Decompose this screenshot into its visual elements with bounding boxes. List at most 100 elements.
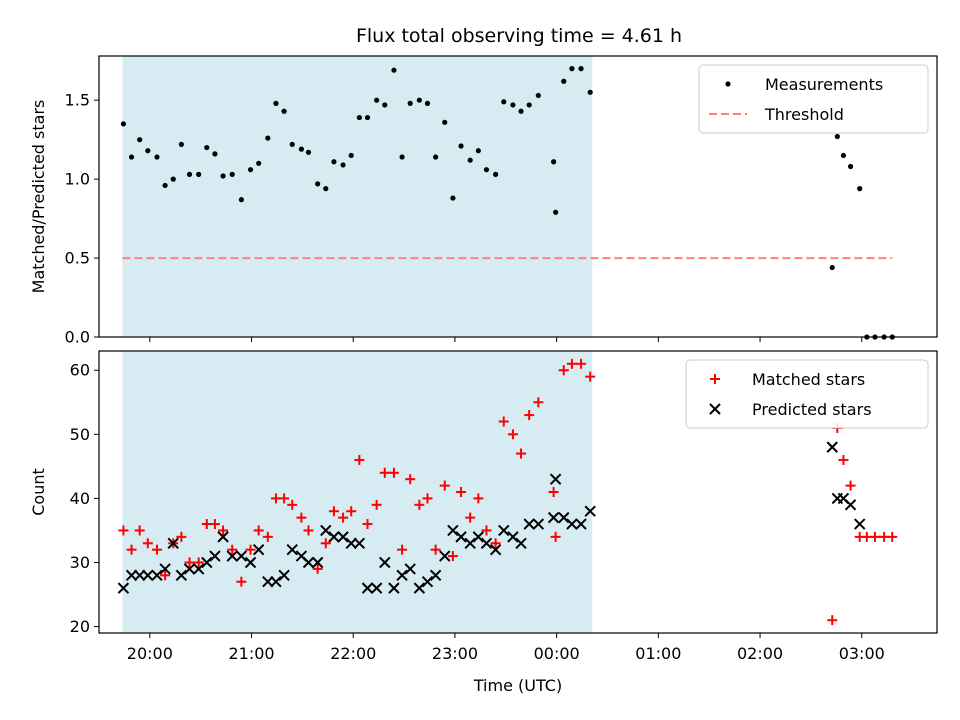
data-point: [356, 114, 362, 121]
data-point: [447, 551, 458, 562]
data-point: [253, 525, 264, 536]
data-point: [287, 499, 298, 510]
data-point: [498, 524, 510, 537]
data-point: [256, 160, 262, 166]
data-point: [238, 197, 244, 203]
data-point: [328, 506, 339, 517]
data-point: [281, 108, 287, 114]
data-point: [510, 102, 516, 108]
data-point: [501, 99, 507, 105]
data-point: [827, 615, 838, 626]
x-tick-label: 03:00: [839, 644, 885, 663]
data-point: [167, 537, 179, 549]
data-point: [118, 525, 129, 536]
axes-frame: [98, 55, 938, 338]
legend-marker: [710, 374, 720, 384]
data-point: [218, 525, 229, 536]
y-tick-label: 1.0: [65, 170, 90, 189]
data-point: [337, 531, 349, 543]
data-point: [433, 154, 439, 160]
data-point: [535, 92, 541, 99]
data-point: [348, 152, 354, 159]
data-point: [133, 569, 146, 582]
data-point: [507, 531, 519, 543]
y-tick-label: 40: [70, 489, 90, 508]
x-axis-label: Time (UTC): [473, 676, 562, 695]
data-point: [578, 66, 584, 72]
data-point: [346, 506, 357, 517]
data-point: [382, 102, 388, 108]
data-point: [547, 511, 560, 524]
data-point: [117, 582, 130, 594]
data-point: [278, 569, 290, 582]
data-point: [439, 480, 450, 491]
y-tick-label: 0.0: [65, 328, 90, 347]
data-point: [845, 480, 856, 491]
data-point: [151, 544, 162, 555]
data-point: [442, 119, 448, 125]
data-point: [353, 537, 366, 549]
data-point: [338, 512, 349, 523]
data-point: [456, 487, 467, 497]
data-point: [162, 182, 168, 189]
data-point: [422, 493, 433, 504]
y-tick-label: 20: [70, 617, 90, 636]
data-point: [312, 563, 323, 574]
observing-window-shade: [122, 351, 593, 633]
data-point: [361, 582, 374, 594]
data-point: [840, 152, 847, 159]
data-point: [869, 531, 880, 542]
data-point: [548, 487, 559, 497]
data-point: [183, 563, 196, 575]
data-point: [305, 149, 312, 155]
data-point: [160, 570, 171, 581]
data-point: [229, 171, 235, 177]
data-point: [235, 550, 248, 562]
legend-box: [685, 359, 929, 429]
ratio-panel: 0.0 0.5 1.0 1.5 Matched/Predicted stars Measu…: [29, 55, 938, 347]
data-point: [829, 264, 835, 271]
data-point: [561, 78, 567, 84]
data-point: [516, 448, 527, 459]
data-point: [252, 543, 265, 556]
data-point: [575, 518, 587, 530]
x-tick-label: 21:00: [228, 644, 274, 663]
data-point: [245, 544, 256, 555]
data-point: [364, 114, 371, 121]
data-point: [289, 141, 295, 148]
data-point: [220, 173, 226, 179]
data-point: [498, 416, 509, 427]
data-point: [566, 518, 578, 530]
data-point: [201, 556, 213, 569]
data-point: [507, 429, 518, 440]
data-point: [371, 499, 382, 510]
data-point: [142, 569, 154, 582]
data-point: [184, 557, 195, 568]
data-point: [331, 159, 337, 165]
legend-marker: [725, 81, 731, 87]
data-point: [413, 582, 426, 594]
data-point: [569, 66, 575, 72]
y-axis-label: Count: [29, 468, 48, 516]
data-point: [178, 141, 184, 148]
data-point: [391, 67, 397, 73]
data-point: [311, 556, 324, 569]
data-point: [430, 544, 441, 555]
count-panel: 20:00 21:00 22:00 23:00 00:00 01:00 02:00 03:00…: [29, 350, 938, 663]
data-point: [137, 137, 143, 143]
data-point: [464, 537, 476, 549]
observing-window-shade: [122, 56, 593, 337]
data-point: [524, 410, 535, 421]
legend-label: Threshold: [764, 105, 844, 124]
data-point: [265, 135, 271, 141]
data-point: [493, 171, 499, 177]
data-point: [490, 538, 501, 549]
data-point: [217, 531, 229, 543]
data-point: [576, 358, 587, 369]
data-point: [399, 154, 405, 160]
data-point: [532, 518, 545, 530]
x-tick-label: 02:00: [737, 644, 783, 663]
data-point: [209, 550, 221, 562]
data-point: [209, 519, 220, 530]
data-point: [838, 454, 849, 465]
